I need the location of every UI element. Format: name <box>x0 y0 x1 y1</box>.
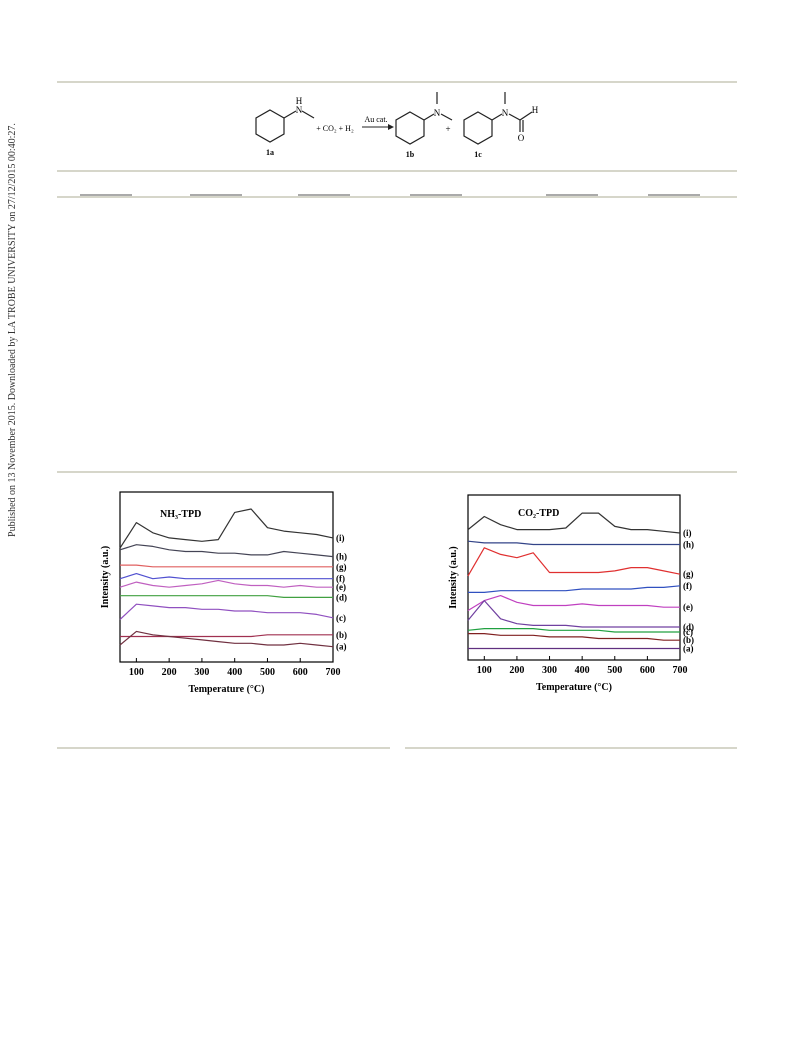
series-line <box>119 508 334 549</box>
reagents: + CO₂ + H₂ <box>316 124 354 133</box>
x-tick-label: 400 <box>575 665 590 676</box>
series-line <box>467 512 681 534</box>
series-label: (a) <box>683 643 694 653</box>
series-line <box>467 547 681 577</box>
chart-title: NH₃-TPD <box>160 509 201 520</box>
series-label: (h) <box>336 552 347 562</box>
plus: + <box>445 124 450 134</box>
compound-label: 1b <box>406 150 415 159</box>
atom: N <box>434 108 441 118</box>
series-line <box>119 544 334 558</box>
series-label: (b) <box>683 635 694 645</box>
series-line <box>119 573 333 580</box>
x-tick-label: 200 <box>162 667 177 678</box>
series-label: (c) <box>683 627 693 637</box>
x-tick-label: 700 <box>326 667 341 678</box>
x-tick-label: 600 <box>293 667 308 678</box>
series-label: (c) <box>336 613 346 623</box>
atom: O <box>518 133 525 143</box>
series-label: (e) <box>336 582 346 592</box>
x-tick-label: 100 <box>129 667 144 678</box>
x-axis-label: Temperature (°C) <box>189 684 265 695</box>
x-tick-label: 500 <box>260 667 275 678</box>
series-label: (f) <box>683 581 692 591</box>
series-label: (b) <box>336 630 347 640</box>
chart-title: CO₂-TPD <box>518 508 559 519</box>
series-line <box>120 595 333 598</box>
sidebar: Published on 13 November 2015. Downloade… <box>7 123 18 537</box>
series-line <box>120 564 333 568</box>
x-tick-label: 400 <box>227 667 242 678</box>
x-tick-label: 700 <box>673 665 688 676</box>
series-label: (e) <box>683 602 693 612</box>
series-line <box>119 579 333 588</box>
x-axis-label: Temperature (°C) <box>536 682 612 693</box>
series-line <box>468 633 680 641</box>
series-line <box>120 634 333 638</box>
x-tick-label: 100 <box>477 665 492 676</box>
compound-label: 1c <box>474 150 482 159</box>
series-line <box>467 600 680 628</box>
atom: N <box>502 108 509 118</box>
series-line <box>119 630 334 648</box>
series-line <box>119 603 334 620</box>
atom: H <box>296 96 303 106</box>
series-label: (g) <box>683 569 694 579</box>
series-label: (g) <box>336 562 347 572</box>
x-tick-label: 600 <box>640 665 655 676</box>
series-label: (i) <box>683 528 692 538</box>
series-label: (d) <box>336 592 347 602</box>
series-label: (i) <box>336 533 345 543</box>
scheme <box>255 92 533 145</box>
series-line <box>468 585 681 593</box>
plot-frame <box>467 494 681 661</box>
y-axis-label: Intensity (a.u.) <box>100 546 111 609</box>
x-tick-label: 300 <box>194 667 209 678</box>
series-label: (a) <box>336 642 347 652</box>
compound-label: 1a <box>266 148 274 157</box>
atom: N <box>296 105 303 115</box>
series-line <box>467 628 680 633</box>
series-line <box>467 595 680 612</box>
series-label: (h) <box>683 540 694 550</box>
series-line <box>467 540 680 546</box>
y-axis-label: Intensity (a.u.) <box>448 546 459 609</box>
atom: H <box>532 105 539 115</box>
plot-frame <box>119 491 334 663</box>
x-tick-label: 300 <box>542 665 557 676</box>
series-label: (d) <box>683 622 694 632</box>
series-label: (f) <box>336 574 345 584</box>
x-tick-label: 200 <box>509 665 524 676</box>
catalyst: Au cat. <box>364 115 387 124</box>
x-tick-label: 500 <box>607 665 622 676</box>
